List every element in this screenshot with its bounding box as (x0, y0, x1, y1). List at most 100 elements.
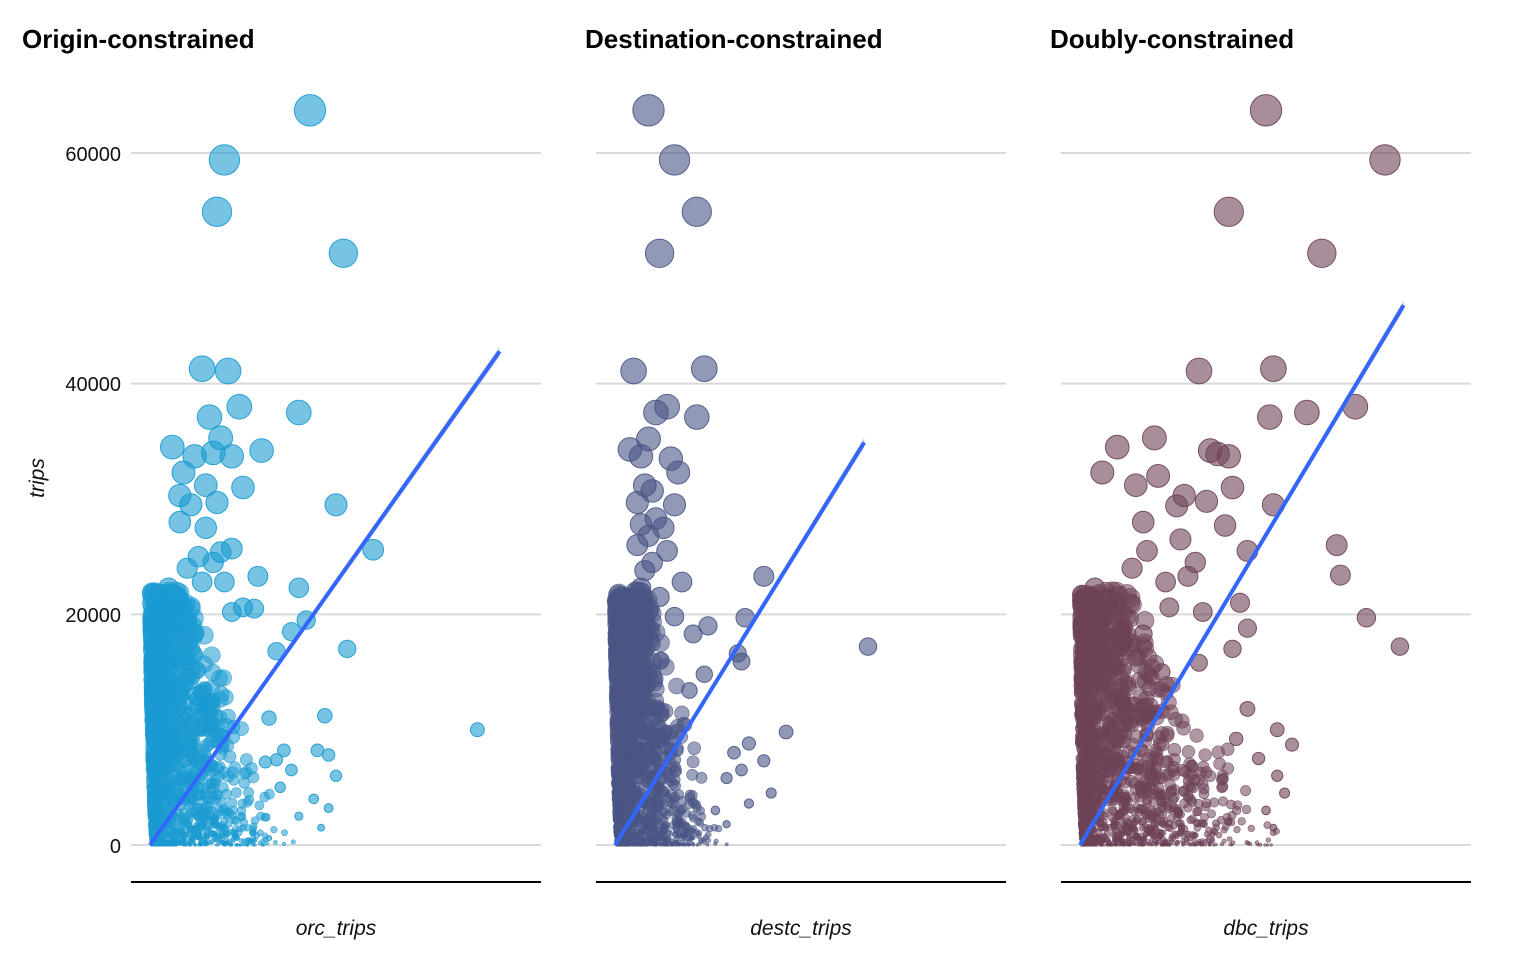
data-point (158, 577, 179, 599)
data-point (1077, 802, 1088, 812)
data-point (693, 829, 701, 836)
data-point (1240, 785, 1252, 797)
data-point (638, 828, 645, 836)
data-point (664, 606, 685, 627)
data-point (207, 783, 219, 795)
data-point (188, 827, 196, 835)
data-point (237, 798, 248, 809)
data-point (234, 835, 241, 841)
data-point (1130, 792, 1141, 803)
data-point (281, 841, 286, 846)
data-point (1151, 833, 1158, 840)
data-point (202, 551, 224, 574)
data-point (609, 683, 626, 700)
data-point (208, 144, 241, 176)
data-point (1294, 399, 1320, 426)
data-point (201, 196, 233, 227)
data-point (1197, 841, 1202, 846)
data-point (1265, 837, 1271, 843)
data-point (469, 722, 485, 738)
data-point (1091, 788, 1102, 800)
data-point (1189, 831, 1196, 838)
data-point (1220, 475, 1245, 500)
data-point (200, 704, 217, 720)
data-point (1307, 238, 1337, 268)
data-point (1213, 514, 1237, 537)
data-point (219, 444, 245, 469)
data-point (164, 843, 168, 847)
data-point (1131, 510, 1155, 534)
data-point (1131, 827, 1139, 835)
data-point (691, 842, 696, 847)
data-point (215, 821, 224, 830)
data-point (1104, 712, 1120, 728)
data-point (1091, 836, 1098, 843)
data-point (1233, 826, 1241, 834)
data-point (1226, 836, 1233, 842)
data-point (264, 840, 270, 846)
data-point (1107, 804, 1117, 814)
data-point (214, 571, 235, 593)
data-point (628, 444, 654, 469)
data-point (1148, 826, 1156, 835)
data-point (633, 656, 651, 674)
data-point (1227, 818, 1236, 827)
data-point (1141, 425, 1167, 451)
data-point (612, 804, 623, 814)
data-point (1121, 557, 1143, 579)
data-point (205, 490, 229, 515)
data-point (1081, 653, 1099, 671)
data-point (228, 805, 239, 815)
data-point (670, 718, 685, 734)
data-point (612, 792, 623, 803)
data-point (688, 811, 697, 820)
data-point (226, 393, 253, 420)
data-point (722, 820, 731, 829)
data-point (1137, 839, 1143, 845)
data-point (1103, 766, 1116, 779)
data-point (265, 835, 273, 842)
data-point (1119, 712, 1135, 728)
data-point (671, 571, 693, 593)
data-point (1112, 638, 1131, 657)
data-point (1156, 789, 1167, 801)
data-point (195, 810, 205, 820)
data-point (1149, 760, 1163, 774)
data-point (230, 828, 238, 836)
data-point (1167, 814, 1176, 823)
data-point (1284, 737, 1300, 752)
data-point (642, 698, 658, 715)
data-point (293, 94, 327, 127)
data-point (696, 818, 705, 827)
data-point (649, 727, 664, 743)
data-point (1150, 843, 1154, 847)
data-point (251, 843, 255, 847)
data-point (1185, 768, 1198, 781)
data-point (1123, 473, 1148, 498)
data-point (241, 842, 246, 847)
data-point (713, 838, 719, 844)
data-point (244, 837, 250, 844)
data-point (1160, 726, 1175, 741)
data-point (687, 836, 693, 842)
data-point (667, 778, 679, 790)
data-point (653, 798, 663, 809)
data-point (630, 776, 642, 789)
data-point (1175, 839, 1180, 845)
data-point (261, 812, 271, 822)
y-tick-label: 0 (110, 836, 121, 858)
data-point (1227, 810, 1237, 820)
data-point (222, 829, 230, 837)
data-point (202, 646, 221, 665)
data-point (1133, 624, 1153, 644)
data-point (629, 831, 636, 838)
data-point (294, 811, 304, 821)
data-point (1239, 700, 1256, 717)
data-point (258, 755, 272, 769)
data-point (211, 813, 220, 823)
data-point (1170, 835, 1177, 842)
data-point (1207, 840, 1213, 845)
data-point (1192, 602, 1213, 622)
data-point (168, 842, 172, 847)
data-point (174, 770, 187, 783)
